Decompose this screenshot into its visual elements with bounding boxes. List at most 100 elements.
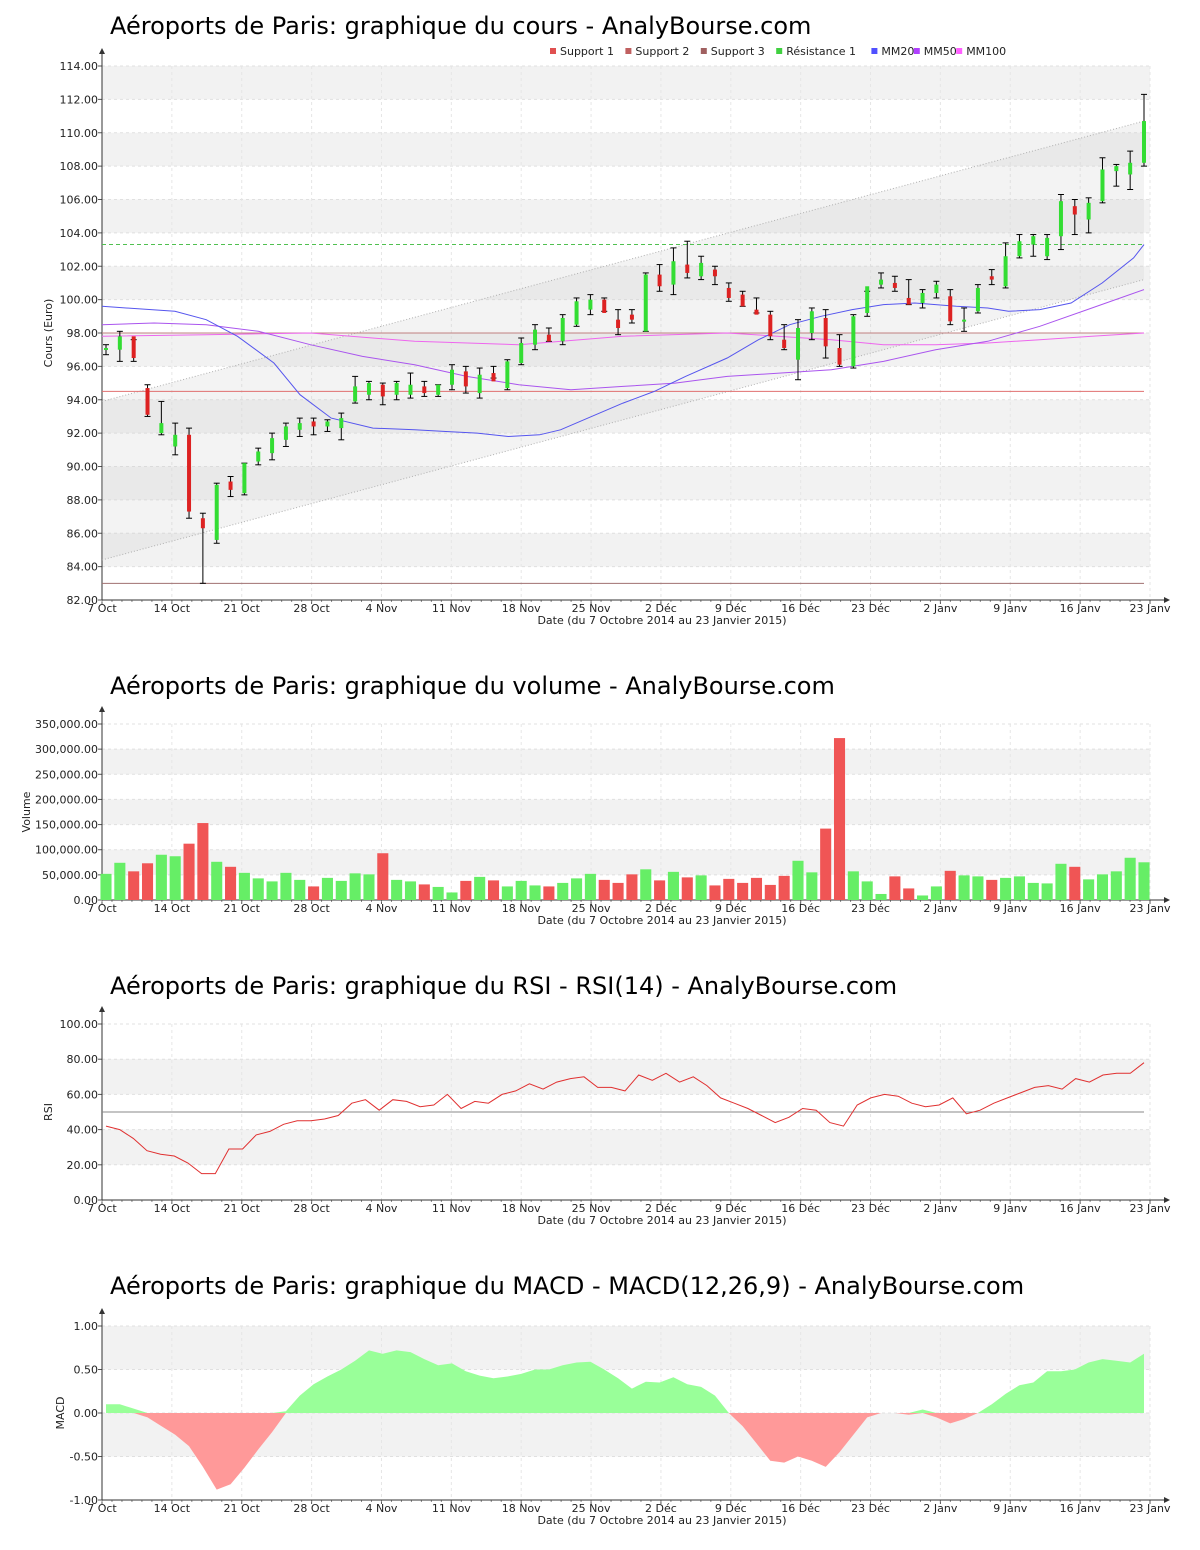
y-tick-label: 100,000.00 [35,844,98,857]
price-chart: 82.00 84.00 86.00 88.00 90.00 92.00 94.00 96.00… [42,45,1171,627]
candle-body [1045,237,1050,257]
volume-bar [141,863,154,900]
x-axis-label: Date (du 7 Octobre 2014 au 23 Janvier 20… [537,614,786,627]
x-tick-label: 16 Déc [781,1202,820,1215]
volume-bar [764,884,776,900]
candle-body [297,423,302,430]
volume-bar [432,886,444,900]
macd-chart-panel: Aéroports de Paris: graphique du MACD - … [0,1260,1200,1550]
y-tick-label: 100.00 [60,1018,99,1031]
volume-bar [972,876,984,900]
volume-bar [903,888,915,900]
legend-swatch [550,48,556,54]
volume-bar [889,876,901,900]
x-tick-label: 11 Nov [432,602,471,615]
y-tick-label: 104.00 [60,227,99,240]
candle-body [422,386,427,394]
candle-body [1086,202,1091,220]
candle-body [948,296,953,322]
volume-bar [654,880,666,900]
volume-bar [128,871,140,900]
x-tick-label: 23 Janv [1130,1502,1171,1515]
x-tick-label: 28 Oct [293,902,330,915]
x-tick-label: 23 Janv [1130,602,1171,615]
y-tick-label: 300,000.00 [35,743,98,756]
x-tick-label: 28 Oct [293,1202,330,1215]
volume-bar [1110,871,1122,900]
x-tick-label: 2 Janv [923,902,957,915]
volume-bar [308,886,320,900]
x-tick-label: 16 Janv [1060,1502,1101,1515]
y-tick-label: 102.00 [60,260,99,273]
x-tick-label: 9 Déc [715,602,747,615]
x-tick-label: 2 Déc [645,602,677,615]
x-tick-label: 9 Déc [715,902,747,915]
legend-label: MM50 [924,45,957,58]
rsi-line [105,1062,1145,1175]
volume-bar [612,882,624,900]
volume-bar [806,872,818,900]
candle-body [671,261,676,285]
y-tick-label: 350,000.00 [35,718,98,731]
volume-bar [681,877,693,900]
x-tick-label: 11 Nov [432,1502,471,1515]
x-tick-label: 4 Nov [365,1202,397,1215]
candle-body [1003,256,1008,287]
candle-body [712,269,717,277]
candle-body [962,319,967,322]
legend-label: Support 2 [635,45,689,58]
grid-band [102,749,1150,775]
x-tick-label: 4 Nov [365,602,397,615]
x-tick-label: 2 Janv [923,1502,957,1515]
x-axis-label: Date (du 7 Octobre 2014 au 23 Janvier 20… [537,1214,786,1227]
y-tick-label: -0.50 [70,1451,98,1464]
candle-body [283,426,288,440]
volume-bar [944,870,956,900]
volume-bar [709,885,721,900]
volume-bar [1055,863,1067,900]
x-tick-label: 21 Oct [223,902,260,915]
x-tick-label: 4 Nov [365,1502,397,1515]
volume-bar [917,895,929,900]
candle-body [837,348,842,365]
y-axis-arrow [99,1006,105,1012]
x-tick-label: 7 Oct [87,1502,117,1515]
candle-body [754,309,759,315]
candle-body [574,301,579,325]
volume-bar [487,880,500,900]
x-tick-label: 25 Nov [572,902,611,915]
volume-bar [335,880,347,900]
volume-bar [225,866,237,900]
candle-body [809,311,814,333]
volume-bar [418,884,430,900]
grid-band [102,849,1150,875]
legend-label: Résistance 1 [786,45,856,58]
candle-body [1017,241,1022,257]
legend-swatch [700,48,707,54]
candle-body [131,336,136,359]
x-tick-label: 16 Janv [1060,602,1101,615]
legend-swatch [871,48,878,54]
candle-body [920,292,925,303]
x-tick-label: 14 Oct [154,902,191,915]
grid-band [102,1129,1150,1165]
grid-band [102,1059,1150,1095]
y-tick-label: 250,000.00 [35,768,98,781]
volume-bar [363,874,375,900]
volume-bar [280,872,292,900]
candle-body [366,383,371,395]
mm50-line [101,289,1145,391]
candle-body [325,421,330,427]
volume-bar [930,886,942,900]
candle-body [934,284,939,293]
y-tick-label: 80.00 [67,1053,99,1066]
volume-bar [1096,874,1109,900]
macd-positive-area [106,1350,1144,1413]
grid-band [102,132,1150,167]
grid-band [102,266,1150,300]
x-axis-arrow [1164,1197,1170,1203]
y-tick-label: 90.00 [67,461,99,474]
grid-band [102,399,1150,434]
volume-bar [501,886,513,900]
legend-swatch [625,48,632,54]
